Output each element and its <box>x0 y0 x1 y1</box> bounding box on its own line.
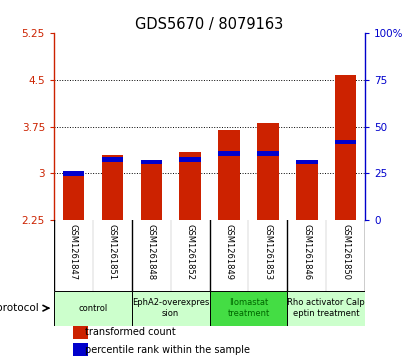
Bar <box>179 158 201 162</box>
Text: EphA2-overexpres
sion: EphA2-overexpres sion <box>132 298 209 318</box>
Bar <box>73 343 88 356</box>
Bar <box>218 151 240 156</box>
Bar <box>132 291 210 326</box>
Bar <box>63 174 84 220</box>
Title: GDS5670 / 8079163: GDS5670 / 8079163 <box>135 16 284 32</box>
Bar <box>141 161 162 220</box>
Bar <box>141 160 162 164</box>
Text: Rho activator Calp
eptin treatment: Rho activator Calp eptin treatment <box>288 298 365 318</box>
Text: GSM1261850: GSM1261850 <box>341 224 350 280</box>
Text: protocol: protocol <box>0 303 39 313</box>
Bar <box>257 123 278 220</box>
Bar <box>102 155 123 220</box>
Text: GSM1261852: GSM1261852 <box>186 224 195 280</box>
Text: transformed count: transformed count <box>85 327 176 337</box>
Text: percentile rank within the sample: percentile rank within the sample <box>85 345 250 355</box>
Text: GSM1261847: GSM1261847 <box>69 224 78 280</box>
Bar <box>335 74 356 220</box>
Text: Ilomastat
treatment: Ilomastat treatment <box>227 298 270 318</box>
Bar <box>210 291 287 326</box>
Bar <box>63 171 84 176</box>
Bar <box>73 325 88 339</box>
Text: control: control <box>78 304 107 313</box>
Bar <box>102 158 123 162</box>
Bar <box>296 160 317 164</box>
Text: GSM1261853: GSM1261853 <box>264 224 272 280</box>
Text: GSM1261851: GSM1261851 <box>108 224 117 280</box>
Bar <box>335 140 356 144</box>
Text: GSM1261849: GSM1261849 <box>225 224 234 280</box>
Bar <box>179 151 201 220</box>
Text: GSM1261848: GSM1261848 <box>147 224 156 280</box>
Bar <box>54 291 132 326</box>
Text: GSM1261846: GSM1261846 <box>303 224 311 280</box>
Bar <box>218 130 240 220</box>
Bar <box>287 291 365 326</box>
Bar <box>257 151 278 156</box>
Bar <box>296 161 317 220</box>
